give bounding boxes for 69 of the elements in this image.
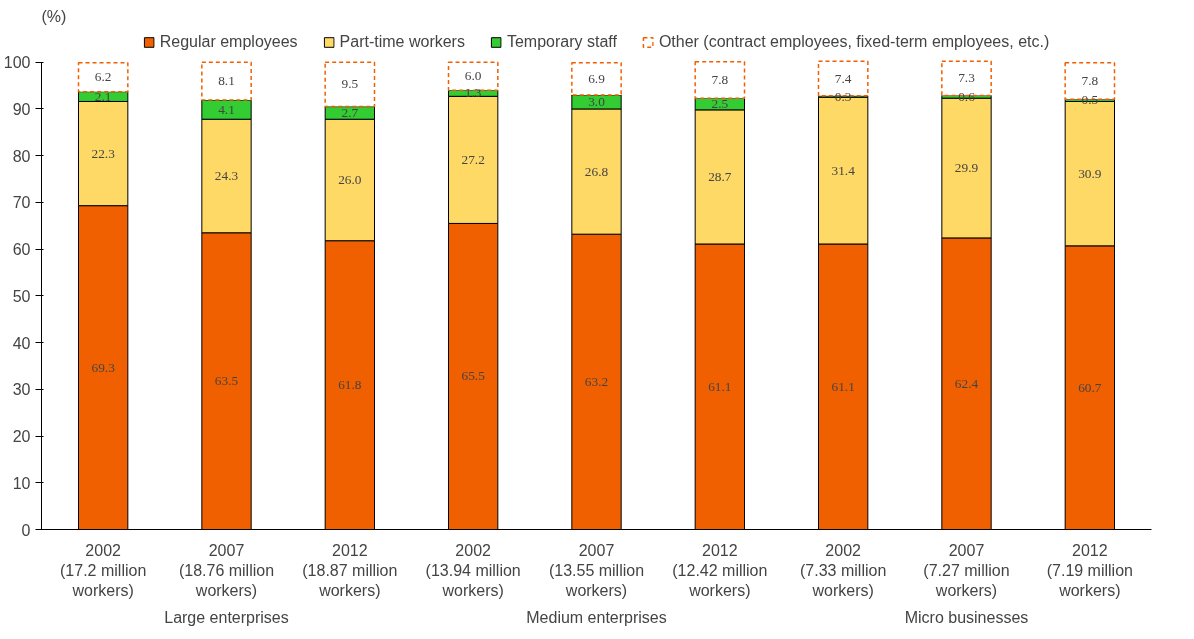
bar: [77, 61, 129, 93]
data-label: 0.5: [1081, 92, 1099, 108]
data-label: 22.3: [91, 145, 116, 161]
data-label: 2.5: [711, 96, 729, 112]
y-tick-label: 60: [12, 241, 31, 259]
legend-label: Temporary staff: [506, 33, 617, 51]
data-label: 60.7: [1078, 379, 1102, 395]
x-tick-label: 2012 (12.42 million workers): [672, 541, 768, 600]
bar: [571, 61, 622, 96]
data-label: 0.6: [958, 88, 976, 104]
data-label: 63.2: [584, 373, 609, 389]
y-axis-title: (%): [41, 7, 67, 25]
x-tick-label: 2007 (7.27 million workers): [923, 541, 1010, 600]
data-label: 65.5: [461, 368, 486, 384]
bar: [694, 60, 746, 99]
data-label: 6.2: [94, 69, 112, 85]
data-label: 69.3: [91, 359, 116, 375]
y-tick-label: 40: [12, 334, 31, 352]
data-label: 7.8: [1081, 72, 1099, 88]
data-label: 26.0: [338, 171, 362, 187]
data-label: 61.8: [338, 377, 362, 393]
x-tick-label: 2007 (18.76 million workers): [178, 541, 275, 600]
data-label: 63.5: [214, 373, 239, 389]
data-label: 7.8: [711, 71, 729, 87]
legend-label: Part-time workers: [339, 33, 465, 51]
data-label: 6.9: [588, 70, 606, 86]
bar: [201, 61, 252, 101]
data-label: 31.4: [831, 162, 856, 178]
legend-label: Other (contract employees, fixed-term employees, etc.): [658, 33, 1050, 51]
data-label: 8.1: [218, 73, 235, 89]
x-tick-label: 2007 (13.55 million workers): [548, 541, 645, 600]
legend-label: Regular employees: [159, 33, 298, 51]
bar: [324, 61, 376, 108]
data-label: 27.2: [461, 151, 485, 167]
text: Medium enterprises: [526, 608, 667, 626]
data-label: 61.1: [831, 378, 855, 394]
data-label: 7.3: [958, 70, 976, 86]
y-tick-label: 50: [12, 287, 31, 305]
data-label: 62.4: [954, 375, 979, 391]
data-label: 30.9: [1078, 165, 1102, 181]
y-tick-label: 100: [3, 54, 31, 72]
y-tick-label: 30: [12, 381, 31, 399]
data-label: 7.4: [834, 70, 852, 86]
text: Micro businesses: [904, 608, 1029, 626]
data-label: 24.3: [214, 168, 239, 183]
y-tick-label: 90: [12, 100, 31, 118]
data-label: 0.3: [834, 88, 852, 104]
x-tick-label: 2012 (18.87 million workers): [302, 541, 398, 600]
x-tick-label: 2002 (7.33 million workers): [800, 541, 887, 600]
data-label: 2.1: [94, 88, 112, 104]
x-tick-label: 2002 (17.2 million workers): [60, 541, 147, 600]
x-tick-label: 2012 (7.19 million workers): [1046, 541, 1133, 600]
data-label: 2.7: [341, 104, 359, 120]
data-label: 26.8: [584, 163, 609, 179]
data-label: 4.1: [218, 101, 235, 117]
y-tick-label: 80: [12, 147, 31, 165]
y-tick-label: 20: [12, 428, 31, 446]
data-label: 9.5: [341, 76, 359, 92]
data-label: 28.7: [708, 168, 732, 184]
text: Large enterprises: [164, 608, 289, 626]
data-label: 6.0: [464, 68, 482, 84]
bar: [447, 61, 499, 91]
y-tick-label: 10: [12, 474, 31, 492]
data-label: 61.1: [708, 378, 732, 394]
y-tick-label: 0: [21, 521, 31, 539]
data-label: 29.9: [954, 160, 979, 176]
y-tick-label: 70: [12, 194, 31, 212]
data-label: 3.0: [588, 93, 606, 109]
x-tick-label: 2002 (13.94 million workers): [425, 541, 521, 600]
